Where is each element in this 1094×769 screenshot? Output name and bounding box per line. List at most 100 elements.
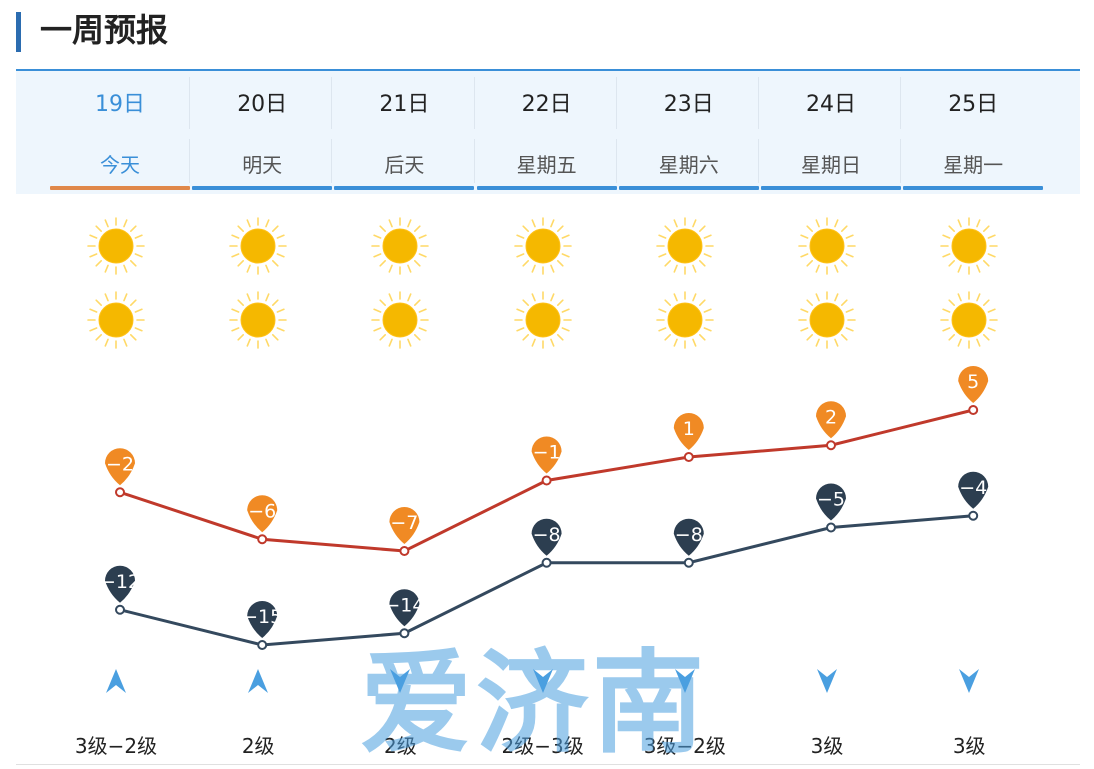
day-underline [476,186,617,190]
low-temp-point: −8 [673,518,704,568]
wind-level: 2级 [241,734,275,758]
sun-icon [370,290,430,350]
low-temp-marker-pin [673,518,704,556]
sun-icon [370,216,430,276]
low-temp-value-label: −5 [817,489,845,511]
column-separator [900,139,902,183]
high-temp-marker-pin [958,366,989,403]
wind-level: 2级 [384,734,417,758]
high-temp-dot [826,440,836,451]
sun-icon [86,216,146,276]
sun-icon [797,290,857,350]
sun-icon [228,290,288,350]
day-column-6[interactable]: 24日星期日 [759,71,903,194]
watermark-logo: 爱济南 [360,640,740,766]
column-separator [473,77,475,129]
high-temp-marker-pin [247,495,278,533]
day-date: 21日 [379,92,430,117]
high-temp-point: 2 [816,401,846,451]
day-column-1[interactable]: 19日 今天 [48,71,192,194]
day-date: 22日 [521,92,572,117]
low-temp-marker-pin [247,601,278,638]
low-temp-point: −15 [242,601,282,650]
high-temp-marker-pin [673,413,704,450]
column-separator [331,77,333,129]
day-underline [192,186,333,190]
day-name: 明天 [242,153,283,177]
low-temp-dot [115,604,125,615]
arrow-down-icon [531,667,555,695]
high-temp-value-label: 5 [967,371,979,393]
low-temp-point: −8 [531,518,562,568]
sun-icon [797,216,857,276]
watermark-text: 爱济南 [360,639,708,769]
column-separator [900,77,902,129]
day-name: 星期一 [943,153,1004,177]
low-temp-value-label: −15 [242,606,282,628]
sun-icon [228,216,288,276]
day-column-4[interactable]: 22日星期五 [475,71,619,194]
day-underline [618,186,759,190]
column-separator [758,139,759,183]
date-strip [16,71,1080,194]
day-column-2[interactable]: 20日明天 [190,71,334,194]
day-date: 25日 [948,92,999,117]
high-temp-dot [115,487,125,498]
wind-level: 2级−3级 [501,734,584,758]
day-name: 星期日 [801,153,861,177]
day-underline [903,186,1044,190]
column-separator [615,139,617,183]
low-temp-value-label: −4 [959,477,987,499]
low-temp-dot [399,628,410,639]
low-temp-dot [257,640,268,650]
day-date: 23日 [663,92,714,117]
wind-level: 3级 [952,734,986,758]
high-temp-value-label: 2 [825,406,837,428]
sun-icon [655,290,715,350]
high-temp-marker-pin [104,448,136,486]
low-temp-dot [541,557,552,568]
day-date: 24日 [806,92,856,117]
wind-level: 3级 [810,734,844,758]
column-separator [615,77,617,129]
high-temp-value-label: −6 [248,500,276,522]
day-column-7[interactable]: 25日星期一 [901,71,1045,194]
column-separator [473,139,475,183]
day-underline [761,186,901,190]
column-separator [331,139,333,183]
high-temp-value-label: 1 [683,418,695,440]
high-temp-marker-pin [531,436,562,474]
low-temp-value-label: −14 [384,594,424,616]
low-temp-point: −12 [100,565,140,615]
high-temp-point: −7 [389,507,420,556]
low-temp-value-label: −8 [675,524,703,546]
low-temp-point: −5 [816,483,846,533]
low-temp-dot [968,510,979,521]
day-name: 后天 [384,153,425,177]
sun-icon [86,290,146,350]
high-temp-value-label: −7 [390,512,418,534]
arrow-down-icon [673,667,697,695]
high-temp-dot [968,405,979,415]
day-column-3[interactable]: 21日后天 [332,71,476,194]
high-temp-marker-pin [389,507,420,544]
column-separator [189,77,191,129]
day-name: 星期五 [516,153,577,177]
column-separator [758,77,759,129]
low-temp-dot [826,522,836,533]
day-date: 20日 [237,92,288,117]
day-underline [334,186,475,190]
low-temp-marker-pin [389,589,420,627]
low-temp-point: −4 [958,471,989,521]
day-underline [50,186,190,190]
high-temp-dot [683,452,694,462]
day-name: 星期六 [658,153,719,177]
day-date: 19日 [95,92,145,117]
arrow-down-icon [815,667,839,695]
high-temp-dot [257,534,268,545]
sun-icon [513,216,573,276]
day-column-5[interactable]: 23日星期六 [617,71,761,194]
high-temp-value-label: −2 [106,453,134,475]
top-divider [16,69,1080,71]
sun-icon [655,216,715,276]
